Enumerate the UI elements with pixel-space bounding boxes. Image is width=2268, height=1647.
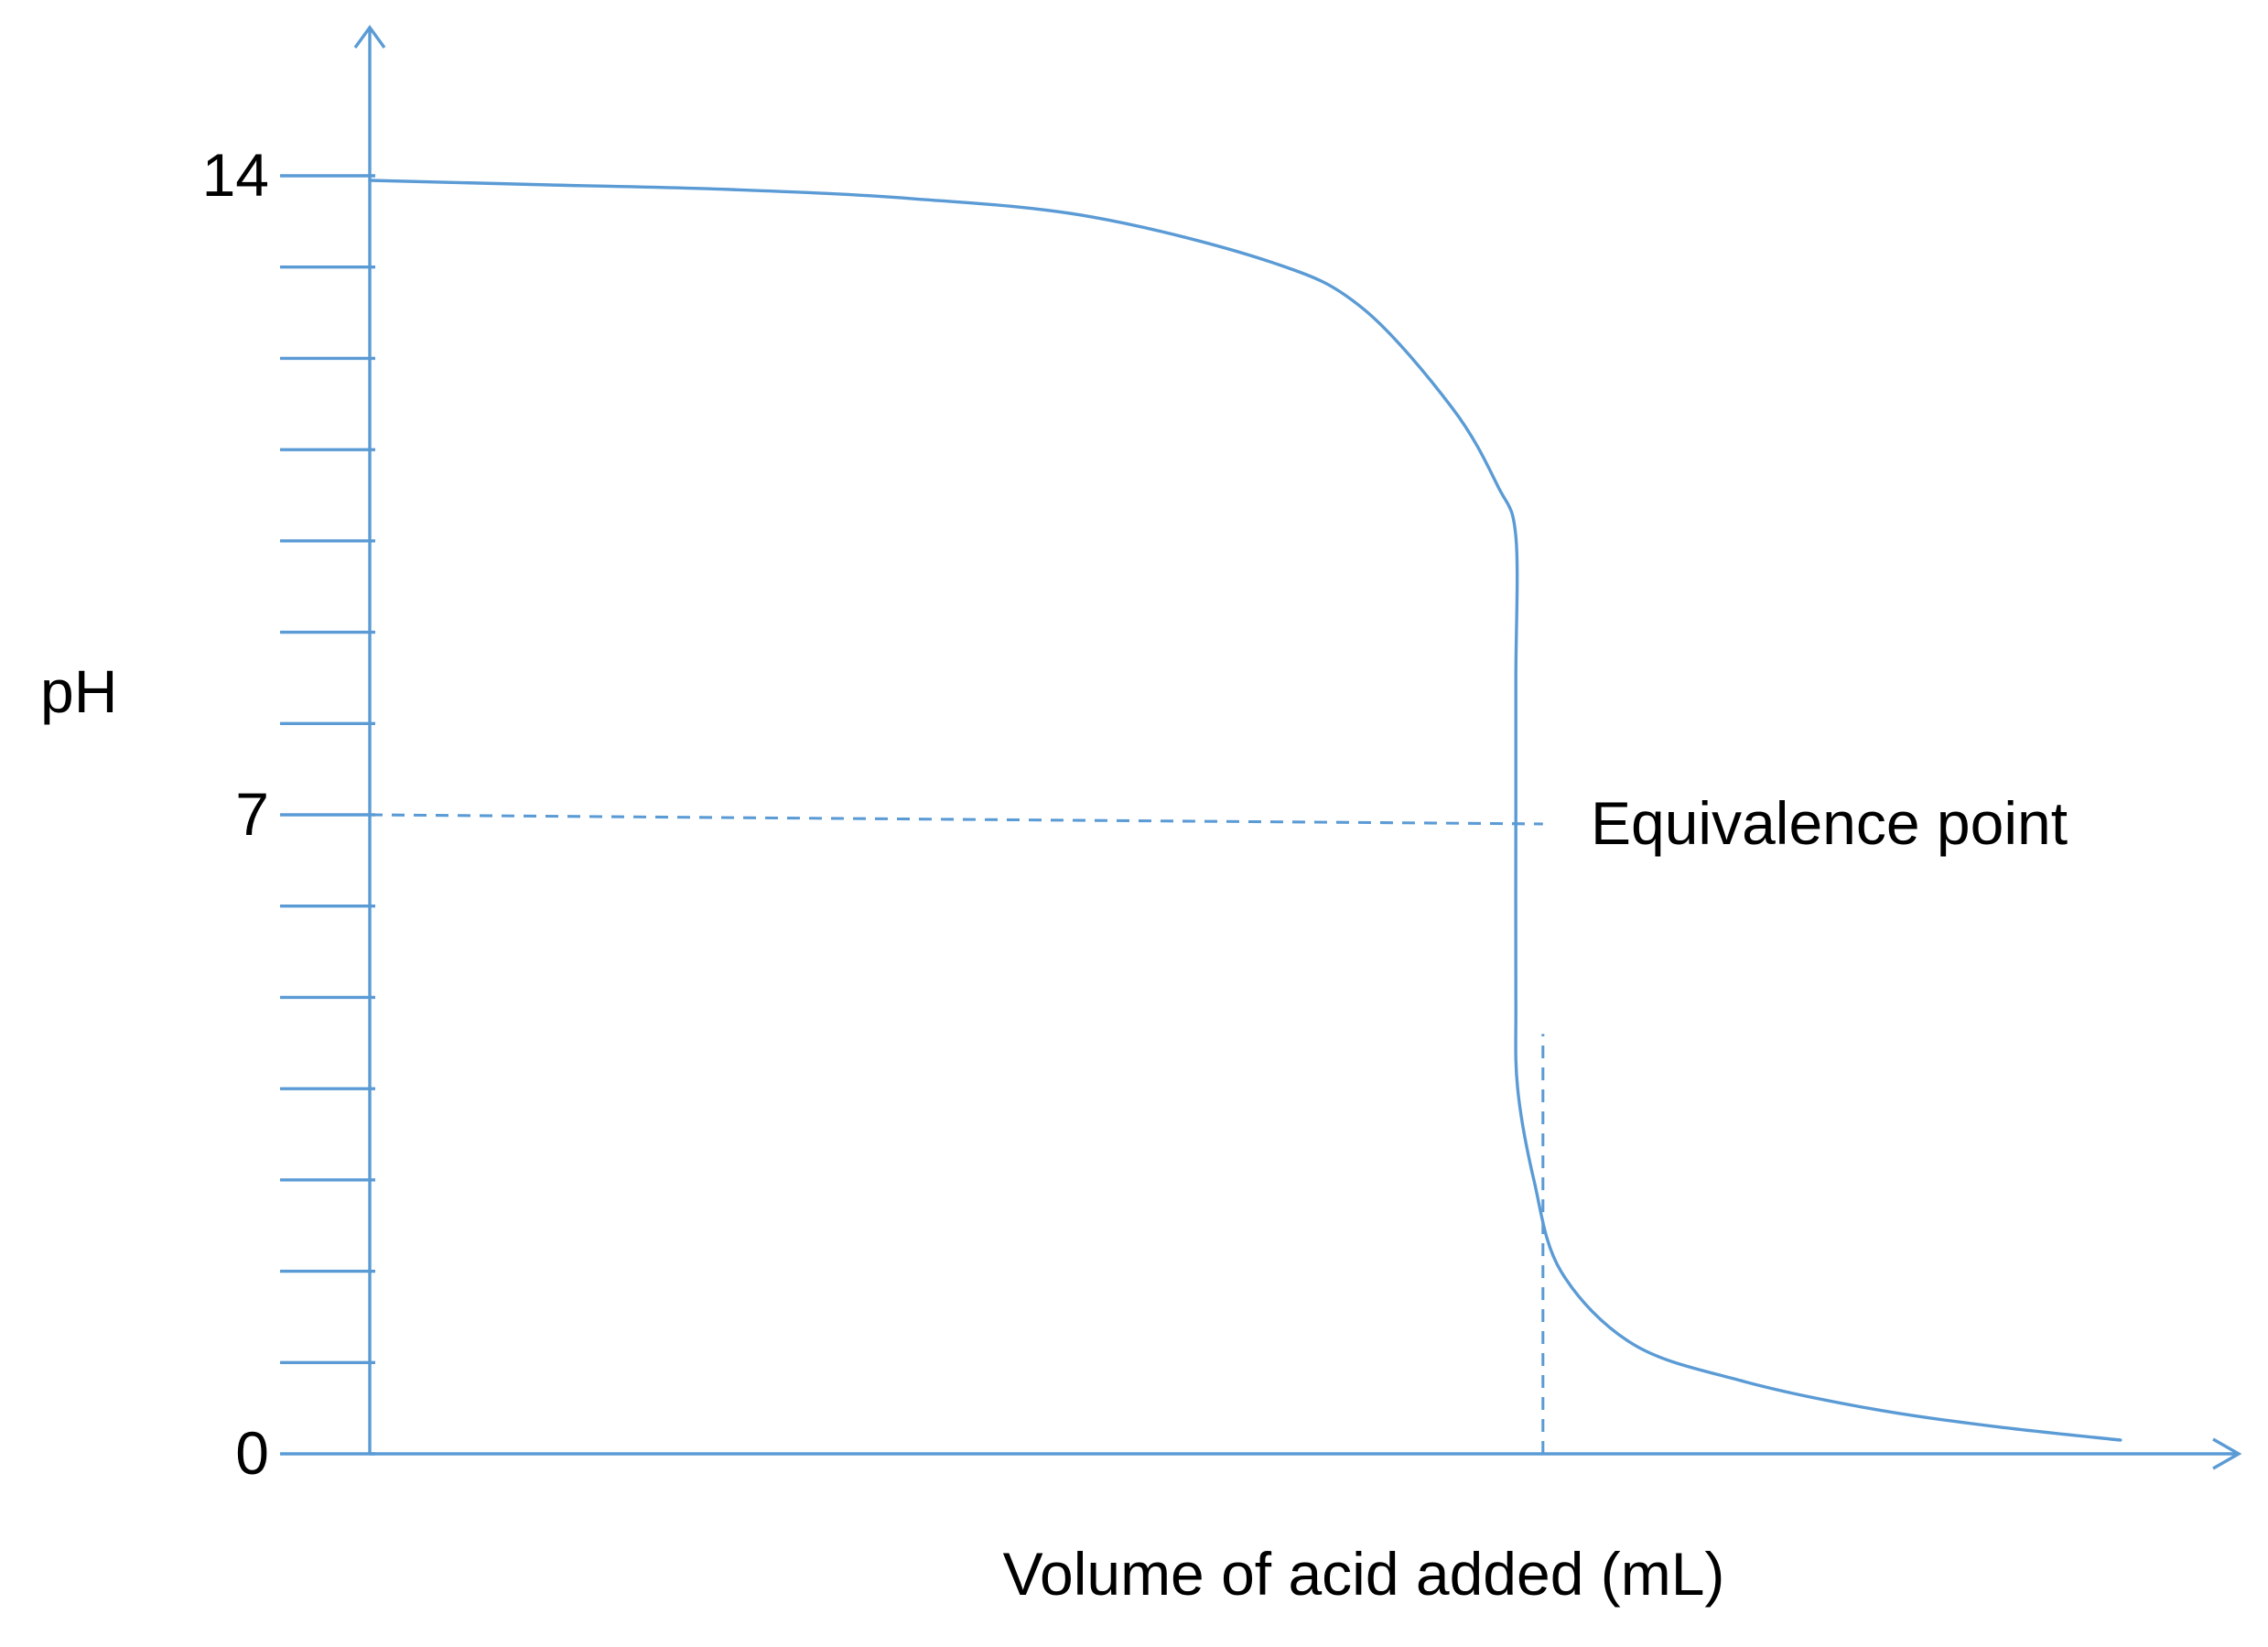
y-axis-arrow-icon bbox=[353, 25, 386, 49]
reference-lines bbox=[369, 813, 1545, 1454]
y-tick-label: 14 bbox=[202, 141, 269, 209]
y-tick-labels: 14 7 0 bbox=[202, 141, 269, 1487]
y-ticks bbox=[280, 174, 375, 1456]
y-tick-label: 0 bbox=[235, 1419, 269, 1487]
equivalence-point-label: Equivalence point bbox=[1591, 789, 2068, 857]
y-tick-label: 7 bbox=[235, 780, 269, 848]
titration-curve bbox=[368, 179, 2122, 1442]
x-axis bbox=[370, 1437, 2242, 1470]
y-axis bbox=[353, 25, 386, 1454]
y-axis-title: pH bbox=[40, 657, 117, 725]
x-axis-arrow-icon bbox=[2212, 1437, 2242, 1470]
ph-7-guide bbox=[369, 813, 1543, 826]
x-axis-title: Volume of acid added (mL) bbox=[1003, 1540, 1725, 1608]
